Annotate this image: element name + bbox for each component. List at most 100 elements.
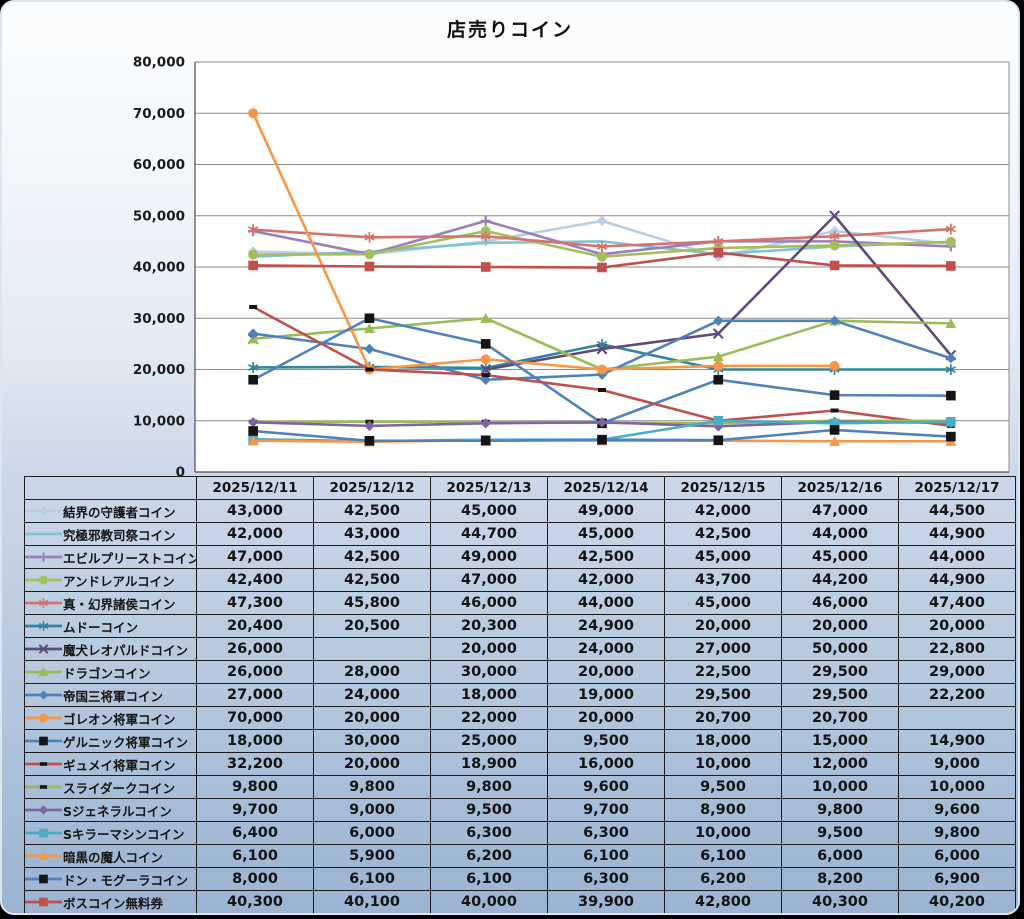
value-cell: 18,000 (430, 683, 548, 707)
series-label-cell: 魔犬レオパルドコイン (24, 637, 197, 661)
value-cell: 9,500 (781, 821, 899, 845)
value-cell: 5,900 (313, 844, 431, 868)
date-column-header: 2025/12/12 (313, 476, 431, 500)
series-label-cell: ドラゴンコイン (24, 660, 197, 684)
date-column-header: 2025/12/17 (898, 476, 1016, 500)
value-cell: 10,000 (781, 775, 899, 799)
table-row: 帝国三将軍コイン 27,000 24,000 18,000 19,000 29,500 29… (24, 683, 1016, 707)
value-cell: 40,200 (898, 890, 1016, 913)
legend-marker-icon (25, 713, 62, 723)
value-cell: 9,700 (196, 798, 314, 822)
square-marker-icon (248, 426, 258, 436)
series-name: ドン・モグーラコイン (63, 872, 189, 888)
value-cell: 8,200 (781, 867, 899, 891)
triangle-marker-icon (38, 667, 49, 677)
triangle-marker-icon (829, 436, 841, 446)
value-cell: 42,500 (313, 499, 431, 523)
value-cell: 9,800 (781, 798, 899, 822)
value-cell: 49,000 (547, 499, 665, 523)
triangle-marker-icon (363, 323, 375, 334)
table-row: 真・幻界諸侯コイン 47,300 45,800 46,000 44,000 45,000 4… (24, 591, 1016, 615)
value-cell: 6,400 (196, 821, 314, 845)
series-label-cell: 真・幻界諸侯コイン (24, 591, 197, 615)
value-cell: 40,300 (196, 890, 314, 913)
value-cell: 9,500 (430, 798, 548, 822)
value-cell: 46,000 (781, 591, 899, 615)
legend-marker-icon (25, 897, 62, 907)
series-label-cell: アンドレアルコイン (24, 568, 197, 592)
value-cell: 70,000 (196, 706, 314, 730)
series-label-cell: 帝国三将軍コイン (24, 683, 197, 707)
value-cell: 42,000 (664, 499, 782, 523)
value-cell: 15,000 (781, 729, 899, 753)
legend-marker-icon (25, 851, 62, 861)
value-cell: 9,600 (898, 798, 1016, 822)
square-marker-icon (713, 374, 724, 385)
value-cell: 9,800 (196, 775, 314, 799)
series-name: ボスコイン無料券 (63, 895, 164, 911)
y-axis-tick-label: 0 (176, 465, 185, 477)
value-cell: 10,000 (664, 821, 782, 845)
circle-marker-icon (597, 251, 607, 262)
series-name: Sジェネラルコイン (63, 803, 172, 819)
legend-marker-icon (25, 598, 62, 608)
value-cell: 43,000 (313, 522, 431, 546)
value-cell: 6,000 (781, 844, 899, 868)
value-cell: 6,300 (547, 821, 665, 845)
square-marker-icon (248, 374, 258, 385)
value-cell: 20,000 (781, 614, 899, 638)
diamond-marker-icon (713, 421, 724, 432)
series-name: 帝国三将軍コイン (63, 688, 164, 704)
square-marker-icon (364, 435, 375, 446)
square-marker-icon (946, 390, 956, 401)
square-marker-icon (597, 262, 607, 273)
square-marker-icon (829, 260, 840, 271)
star-marker-icon (480, 230, 491, 242)
value-cell: 22,000 (430, 706, 548, 730)
value-cell: 44,700 (430, 522, 548, 546)
diamond-marker-icon (829, 315, 840, 327)
star-marker-icon (829, 230, 840, 242)
value-cell: 47,000 (430, 568, 548, 592)
series-line (248, 226, 956, 262)
series-name: ドラゴンコイン (63, 665, 151, 681)
value-cell: 9,800 (313, 775, 431, 799)
value-cell: 40,100 (313, 890, 431, 913)
value-cell: 44,900 (898, 568, 1016, 592)
series-label-cell: ギュメイ将軍コイン (24, 752, 197, 776)
triangle-marker-icon (945, 318, 957, 328)
square-marker-icon (713, 435, 724, 446)
value-cell: 9,700 (547, 798, 665, 822)
value-cell: 30,000 (430, 660, 548, 684)
star-marker-icon (248, 224, 259, 235)
series-label-cell: ゴレオン将軍コイン (24, 706, 197, 730)
value-cell: 29,000 (898, 660, 1016, 684)
square-marker-icon (39, 897, 48, 907)
square-marker-icon (480, 262, 491, 272)
table-row: ドン・モグーラコイン 8,000 6,100 6,100 6,300 6,200 8,200… (24, 867, 1016, 891)
value-cell: 20,000 (430, 637, 548, 661)
value-cell: 20,700 (664, 706, 782, 730)
value-cell: 42,000 (547, 568, 665, 592)
value-cell: 6,900 (898, 867, 1016, 891)
triangle-marker-icon (712, 351, 724, 362)
value-cell: 45,000 (664, 591, 782, 615)
diamond-marker-icon (596, 215, 608, 227)
dash-marker-icon (830, 408, 839, 413)
y-axis-tick-label: 80,000 (133, 55, 185, 71)
value-cell: 18,900 (430, 752, 548, 776)
table-row: 究極邪教司祭コイン 42,000 43,000 44,700 45,000 42,500 4… (24, 522, 1016, 546)
diamond-marker-icon (945, 353, 957, 364)
value-cell: 9,600 (547, 775, 665, 799)
date-column-header: 2025/12/13 (430, 476, 548, 500)
circle-marker-icon (39, 575, 48, 585)
x-marker-icon (712, 328, 724, 340)
legend-marker-icon (25, 762, 62, 766)
series-label-cell: エビルプリーストコイン (24, 545, 197, 569)
value-cell: 44,000 (898, 545, 1016, 569)
series-label-cell: ゲルニック将軍コイン (24, 729, 197, 753)
series-label-cell: Sキラーマシンコイン (24, 821, 197, 845)
value-cell: 6,100 (313, 867, 431, 891)
value-cell: 6,300 (430, 821, 548, 845)
table-row: 結界の守護者コイン 43,000 42,500 45,000 49,000 42,000 4… (24, 499, 1016, 523)
